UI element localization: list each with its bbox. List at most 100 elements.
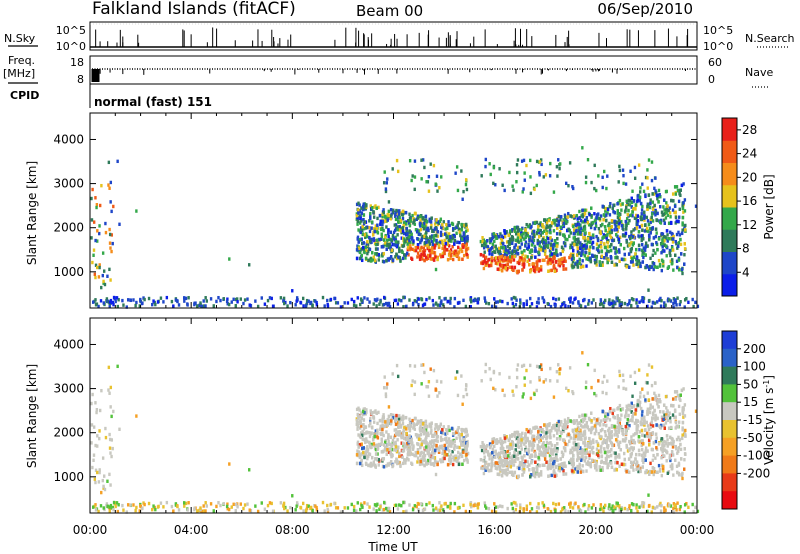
power-cell <box>108 241 112 245</box>
velocity-cell <box>599 503 603 507</box>
power-cell <box>666 266 670 270</box>
power-cell <box>484 255 488 260</box>
power-cell <box>573 239 577 243</box>
velocity-cell <box>634 457 637 461</box>
power-cell <box>346 301 350 305</box>
power-cell <box>627 301 631 306</box>
power-cell <box>398 228 401 232</box>
power-cell <box>532 229 536 234</box>
power-cell <box>242 301 245 306</box>
velocity-cell <box>619 440 622 445</box>
power-cell <box>496 300 499 304</box>
power-cell <box>432 303 435 307</box>
power-cell <box>566 228 569 233</box>
velocity-cell <box>486 465 489 470</box>
velocity-cell <box>626 449 630 453</box>
power-cell <box>578 251 581 256</box>
velocity-cell <box>535 505 539 510</box>
velocity-cell <box>94 443 97 448</box>
velocity-cell <box>636 509 639 514</box>
velocity-cell <box>514 501 517 505</box>
power-cell <box>672 268 675 272</box>
power-cell <box>615 227 619 232</box>
power-cell <box>453 305 456 309</box>
power-cell <box>683 209 687 213</box>
power-cell <box>563 241 567 246</box>
power-cell <box>650 160 654 164</box>
power-cell <box>386 177 389 181</box>
velocity-cell <box>604 503 607 508</box>
velocity-cell <box>394 503 398 507</box>
velocity-cell <box>665 411 668 415</box>
power-cell <box>107 160 111 165</box>
power-cell <box>630 196 633 201</box>
power-cell <box>544 244 547 248</box>
power-cell <box>674 210 677 214</box>
power-cell <box>594 221 598 225</box>
power-cell <box>469 297 472 302</box>
velocity-cell <box>524 445 528 449</box>
power-cell <box>108 227 111 232</box>
velocity-cell <box>91 392 94 397</box>
velocity-cell <box>99 504 103 508</box>
velocity-cell <box>271 509 275 513</box>
colorbar-swatch <box>722 140 737 163</box>
power-cell <box>542 229 546 234</box>
power-cell <box>646 168 649 172</box>
power-cell <box>419 214 422 219</box>
power-cell <box>387 245 391 249</box>
power-cell <box>655 231 658 235</box>
power-cell <box>455 165 459 169</box>
power-cell <box>535 183 538 188</box>
power-cell <box>411 302 415 307</box>
power-cell <box>555 165 559 169</box>
power-cell <box>653 186 656 191</box>
power-cell <box>605 252 608 256</box>
power-cell <box>606 230 610 235</box>
power-cell <box>430 216 433 220</box>
velocity-cell <box>491 437 494 442</box>
power-cell <box>436 220 440 224</box>
velocity-cell <box>592 503 595 507</box>
power-cell <box>395 244 399 249</box>
power-cell <box>676 244 680 248</box>
power-cell <box>518 256 522 260</box>
velocity-cell <box>575 418 578 423</box>
power-cell <box>447 220 450 224</box>
power-cell <box>389 230 392 234</box>
power-cell <box>576 242 579 246</box>
power-cell <box>363 250 366 255</box>
power-cell <box>586 240 590 244</box>
power-cell <box>511 237 515 241</box>
power-cell <box>641 204 644 209</box>
power-cell <box>610 260 614 264</box>
colorbar-tick-label: 8 <box>742 242 750 256</box>
velocity-cell <box>462 503 465 508</box>
power-cell <box>397 255 400 259</box>
power-cell <box>418 221 422 226</box>
power-cell <box>604 298 607 303</box>
power-cell <box>644 265 647 270</box>
power-cell <box>617 213 621 217</box>
power-cell <box>613 263 616 267</box>
power-cell <box>365 234 369 239</box>
power-cell <box>661 259 665 264</box>
velocity-cell <box>425 462 428 466</box>
power-cell <box>581 228 585 233</box>
power-cell <box>620 208 623 212</box>
velocity-cell <box>569 501 572 505</box>
velocity-cell <box>571 506 575 510</box>
power-cell <box>488 257 491 262</box>
power-cell <box>662 248 665 253</box>
power-cell <box>126 298 130 302</box>
power-cell <box>666 204 669 208</box>
power-cell <box>559 162 562 166</box>
power-cell <box>637 264 640 269</box>
power-cell <box>436 257 439 262</box>
power-cell <box>110 233 114 237</box>
power-cell <box>453 249 457 253</box>
power-cell <box>432 258 436 262</box>
power-cell <box>425 235 428 240</box>
power-cell <box>460 222 463 227</box>
velocity-cell <box>656 505 659 509</box>
